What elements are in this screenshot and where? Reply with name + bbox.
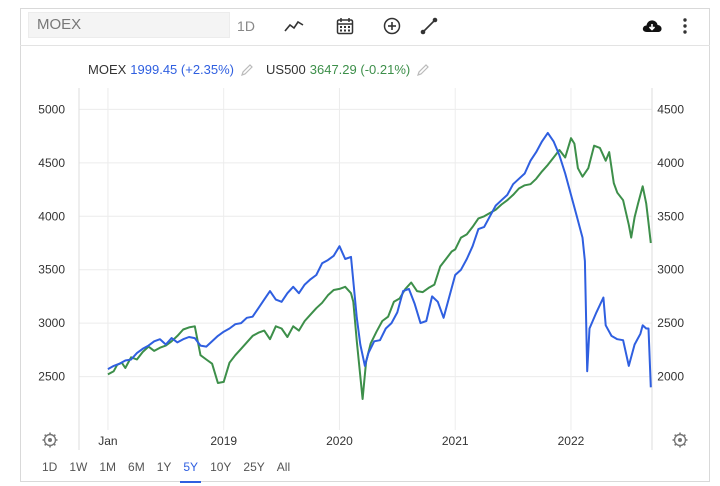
- gear-tooth: [674, 443, 677, 446]
- interval-button[interactable]: 1D: [237, 18, 255, 34]
- y-left-tick-label: 3000: [38, 316, 65, 330]
- symbol-search-input[interactable]: MOEX: [28, 12, 230, 38]
- range-button-6m[interactable]: 6M: [128, 460, 145, 474]
- y-right-tick-label: 4000: [657, 156, 684, 170]
- gear-tooth: [683, 443, 686, 446]
- chart-toolbar: MOEX 1D: [20, 8, 710, 46]
- more-vertical-icon[interactable]: [676, 13, 694, 39]
- y-left-tick-label: 4000: [38, 209, 65, 223]
- range-selector: 1D 1W 1M 6M 1Y 5Y 10Y 25Y All: [36, 459, 296, 483]
- y-right-tick-label: 2000: [657, 370, 684, 384]
- legend-item-moex: MOEX 1999.45 (+2.35%): [88, 62, 254, 77]
- range-button-1d[interactable]: 1D: [42, 460, 58, 474]
- gear-tooth: [44, 434, 47, 437]
- range-button-all[interactable]: All: [276, 460, 291, 474]
- gear-tooth: [53, 434, 56, 437]
- draw-line-icon[interactable]: [417, 13, 441, 39]
- legend-value: 1999.45 (+2.35%): [130, 62, 235, 77]
- left-axis-settings-icon[interactable]: [42, 432, 58, 448]
- y-right-tick-label: 4500: [657, 102, 684, 116]
- y-right-tick-label: 2500: [657, 316, 684, 330]
- right-axis-settings-icon[interactable]: [672, 432, 688, 448]
- axis-settings: [42, 432, 688, 448]
- x-tick-label: 2021: [442, 434, 469, 448]
- calendar-icon[interactable]: [333, 13, 357, 39]
- download-icon[interactable]: [639, 13, 665, 39]
- edit-pencil-icon[interactable]: [416, 63, 430, 77]
- x-tick-label: 2022: [558, 434, 585, 448]
- gear-tooth: [683, 434, 686, 437]
- gear-hub: [48, 438, 52, 442]
- y-left-tick-label: 5000: [38, 102, 65, 116]
- range-button-1m[interactable]: 1M: [99, 460, 117, 474]
- chart-axes: 2500 3000 3500 4000 4500 5000 2000 2500 3000 3500…: [38, 88, 684, 450]
- y-left-tick-label: 4500: [38, 156, 65, 170]
- chart-series: [107, 131, 652, 400]
- x-tick-label: Jan: [98, 434, 117, 448]
- range-button-1y[interactable]: 1Y: [156, 460, 172, 474]
- series-line-us500: [107, 137, 652, 400]
- y-left-tick-label: 2500: [38, 370, 65, 384]
- legend-value: 3647.29 (-0.21%): [309, 62, 411, 77]
- gear-tooth: [44, 443, 47, 446]
- gear-tooth: [53, 443, 56, 446]
- x-tick-label: 2020: [326, 434, 353, 448]
- line-chart-icon[interactable]: [282, 13, 306, 39]
- range-button-25y[interactable]: 25Y: [243, 460, 265, 474]
- chart-legend: MOEX 1999.45 (+2.35%) US500 3647.29 (-0.…: [88, 62, 442, 77]
- y-left-tick-label: 3500: [38, 263, 65, 277]
- y-right-tick-label: 3000: [657, 263, 684, 277]
- legend-symbol: US500: [266, 62, 306, 77]
- range-button-1w[interactable]: 1W: [69, 460, 88, 474]
- gear-tooth: [674, 434, 677, 437]
- chart-widget: [20, 8, 710, 482]
- legend-symbol: MOEX: [88, 62, 127, 77]
- legend-item-us500: US500 3647.29 (-0.21%): [266, 62, 430, 77]
- x-tick-label: 2019: [210, 434, 237, 448]
- range-button-10y[interactable]: 10Y: [210, 460, 232, 474]
- y-right-tick-label: 3500: [657, 209, 684, 223]
- gear-hub: [678, 438, 682, 442]
- edit-pencil-icon[interactable]: [240, 63, 254, 77]
- add-compare-icon[interactable]: [380, 13, 404, 39]
- series-line-moex: [107, 131, 652, 388]
- range-button-5y[interactable]: 5Y: [177, 459, 204, 483]
